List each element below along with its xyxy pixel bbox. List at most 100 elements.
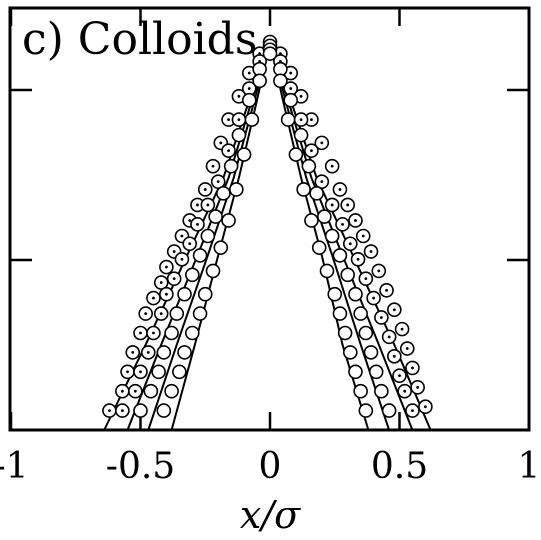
data-point-dot [403,389,407,393]
data-point [164,383,179,399]
x-axis-label: x/σ [240,493,301,537]
data-point-dot [385,288,388,292]
data-point [172,364,187,380]
data-point [304,213,319,228]
x-tick-label: -0.5 [106,446,175,487]
data-point-dot [310,118,313,121]
data-point [221,213,236,228]
data-point-dot [144,312,148,315]
data-point-dot [139,370,142,374]
data-point [169,306,185,321]
plot-frame [8,6,531,432]
marker-series-3 [156,46,374,418]
data-point-dot [330,164,334,168]
data-point [156,403,172,418]
data-point [205,263,221,279]
data-point-dot [346,203,350,207]
data-point-dot [372,296,375,300]
data-point-dot [310,149,313,153]
data-point [231,127,247,143]
data-point [283,92,299,108]
data-point-dot [219,141,223,145]
data-point [381,403,397,418]
data-point-dot [159,281,163,284]
data-point [301,158,317,174]
data-point-dot [165,292,168,296]
data-point [216,186,231,201]
data-point [208,209,223,224]
data-point [143,383,159,399]
data-point-dot [152,331,155,335]
data-point-dot [416,385,420,389]
data-point [319,263,335,279]
data-point [177,286,192,302]
data-point [317,209,332,224]
data-point-dot [196,222,199,226]
data-point [348,364,363,380]
data-point [229,182,244,197]
marker-series-1 [115,38,420,418]
data-point-dot [320,141,324,145]
data-markers [102,34,433,418]
data-point [192,248,208,263]
data-point [368,364,384,380]
data-point-dot [387,335,391,339]
data-point-dot [299,118,303,121]
data-point-dot [338,188,342,191]
data-point-dot [131,351,135,354]
data-point-dot [348,242,352,246]
y-axis-ticks [10,88,529,262]
data-point-dot [203,188,207,191]
data-point [185,325,200,341]
data-point [332,248,348,263]
data-point [342,345,358,360]
data-point-dot [364,277,368,281]
marker-series-2 [133,42,397,418]
data-point [164,325,179,341]
x-tick-label: -1 [0,446,29,487]
data-point [273,73,288,89]
data-point-dot [237,118,241,121]
data-point [311,240,327,255]
data-point-dot [139,331,142,335]
data-point-dot [247,87,251,90]
data-point [296,182,311,197]
data-point-dot [411,366,414,370]
data-point [324,228,340,244]
data-point [185,267,200,283]
data-point-dot [377,269,381,273]
data-point-dot [227,118,230,121]
data-point [288,147,304,162]
marker-series-0 [102,34,433,418]
data-point-dot [206,203,210,207]
data-point-dot [330,203,334,207]
data-point [192,306,208,321]
data-point-dot [299,94,303,98]
data-point-dot [146,351,150,354]
data-point-dot [188,219,192,222]
data-point-dot [216,180,220,184]
data-point-dot [120,389,124,393]
data-point [156,345,172,360]
data-point [332,306,348,321]
data-point [244,112,260,127]
data-point [340,267,356,283]
data-point-dot [126,370,129,374]
data-point [363,345,379,360]
data-point-dot [356,257,360,261]
data-point [358,403,374,418]
data-point-dot [172,277,176,281]
data-point-dot [108,409,111,412]
data-point [353,306,368,321]
data-point-dot [227,149,230,153]
data-point [374,383,389,399]
data-point [223,158,239,174]
data-point-dot [398,374,401,378]
data-point-dot [361,234,365,238]
data-point-dot [196,203,199,207]
data-point-dot [411,409,414,412]
data-point-dot [188,242,192,246]
data-point-dot [165,265,168,269]
data-point [309,186,324,201]
